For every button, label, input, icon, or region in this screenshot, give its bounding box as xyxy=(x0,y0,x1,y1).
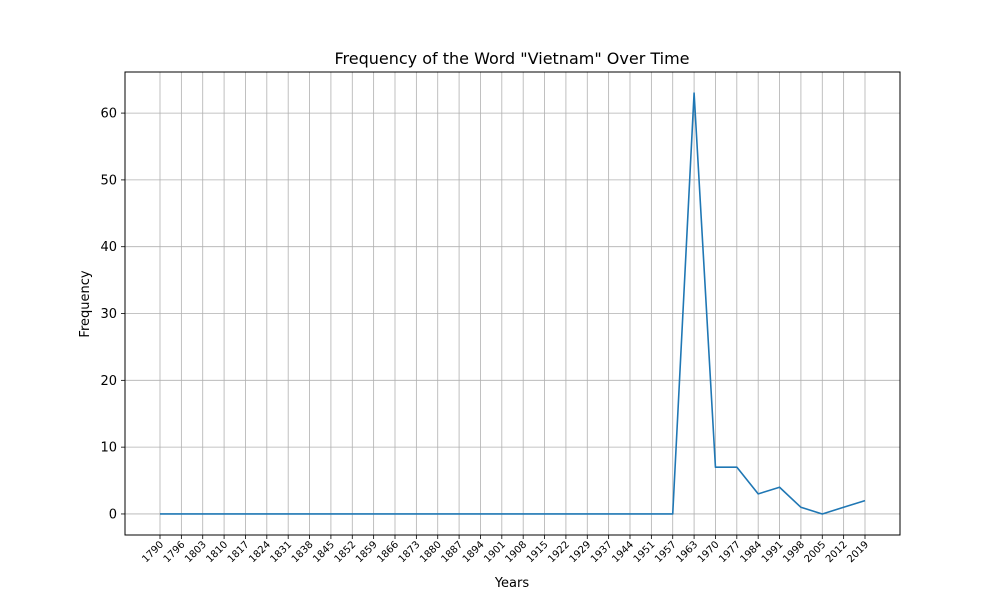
grid-lines xyxy=(125,72,900,535)
x-tick-label: 1998 xyxy=(781,539,807,565)
x-tick-label: 1796 xyxy=(162,539,188,565)
x-tick-label: 1852 xyxy=(333,539,359,565)
x-tick-label: 1790 xyxy=(140,539,166,565)
y-axis-ticks: 0 10 20 30 40 50 60 xyxy=(100,107,125,522)
x-tick-label: 2019 xyxy=(845,539,871,565)
x-tick-label: 1963 xyxy=(674,539,700,565)
x-tick-label: 1951 xyxy=(632,539,658,565)
x-tick-label: 1908 xyxy=(504,539,530,565)
x-tick-label: 1984 xyxy=(739,539,765,565)
x-tick-label: 1817 xyxy=(226,539,252,565)
x-tick-label: 1944 xyxy=(610,539,636,565)
chart-title: Frequency of the Word "Vietnam" Over Tim… xyxy=(334,49,689,68)
series-layer xyxy=(160,92,866,515)
x-tick-label: 1922 xyxy=(546,539,572,565)
x-tick-label: 1873 xyxy=(397,539,423,565)
y-tick-label: 40 xyxy=(100,240,117,255)
x-tick-label: 1894 xyxy=(461,539,487,565)
x-tick-label: 1859 xyxy=(354,539,380,565)
y-tick-label: 50 xyxy=(100,173,117,188)
x-tick-label: 1977 xyxy=(717,539,743,565)
x-tick-label: 1866 xyxy=(375,539,401,565)
x-axis-ticks: 1790179618031810181718241831183818451852… xyxy=(140,535,871,565)
plot-area-frame xyxy=(124,71,901,536)
x-tick-label: 1901 xyxy=(482,539,508,565)
x-tick-label: 1803 xyxy=(183,539,209,565)
x-tick-label: 1810 xyxy=(204,539,230,565)
x-tick-label: 1838 xyxy=(290,539,316,565)
x-tick-label: 1991 xyxy=(760,539,786,565)
y-axis-label: Frequency xyxy=(78,270,93,337)
y-tick-label: 0 xyxy=(109,507,117,522)
y-tick-label: 30 xyxy=(100,307,117,322)
x-tick-label: 1957 xyxy=(653,539,679,565)
x-tick-label: 2012 xyxy=(824,539,850,565)
y-tick-label: 10 xyxy=(100,441,117,456)
x-tick-label: 2005 xyxy=(803,539,829,565)
x-tick-label: 1915 xyxy=(525,539,551,565)
x-tick-label: 1887 xyxy=(439,539,465,565)
x-tick-label: 1937 xyxy=(589,539,615,565)
y-tick-label: 20 xyxy=(100,374,117,389)
x-tick-label: 1824 xyxy=(247,539,273,565)
x-tick-label: 1970 xyxy=(696,539,722,565)
y-tick-label: 60 xyxy=(100,107,117,122)
x-axis-label: Years xyxy=(494,576,530,591)
series-line xyxy=(160,92,866,515)
x-tick-label: 1929 xyxy=(568,539,594,565)
x-tick-label: 1845 xyxy=(311,539,337,565)
x-tick-label: 1880 xyxy=(418,539,444,565)
x-tick-label: 1831 xyxy=(269,539,295,565)
